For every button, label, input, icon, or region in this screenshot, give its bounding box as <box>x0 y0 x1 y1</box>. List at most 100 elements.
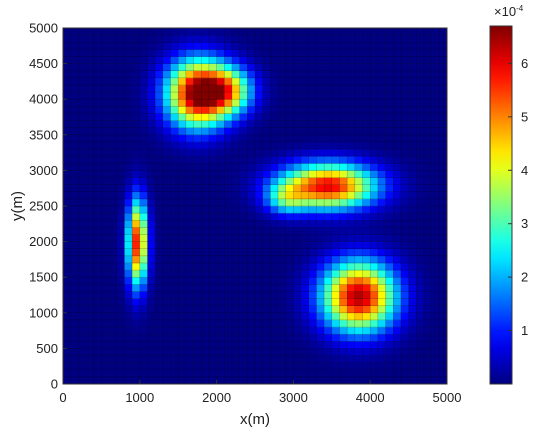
heatmap-cell <box>155 262 164 271</box>
heatmap-cell <box>208 149 217 157</box>
heatmap-cell <box>178 355 187 363</box>
heatmap-cell <box>362 113 371 121</box>
heatmap-cell <box>270 84 279 93</box>
heatmap-cell <box>354 191 363 200</box>
heatmap-cell <box>109 120 118 128</box>
heatmap-cell <box>78 49 87 57</box>
heatmap-cell <box>63 298 71 306</box>
heatmap-cell <box>393 77 402 86</box>
heatmap-cell <box>93 163 102 171</box>
heatmap-cell <box>316 262 325 271</box>
heatmap-cell <box>170 262 179 271</box>
x-tick-label: 3000 <box>279 390 308 405</box>
heatmap-cell <box>216 28 225 36</box>
heatmap-cell <box>423 63 432 72</box>
heatmap-cell <box>124 177 133 185</box>
heatmap-cell <box>400 305 409 314</box>
heatmap-cell <box>139 305 148 314</box>
heatmap-cell <box>239 163 248 171</box>
heatmap-cell <box>185 312 194 321</box>
heatmap-cell <box>86 49 95 57</box>
heatmap-cell <box>423 149 432 157</box>
heatmap-cell <box>370 163 379 171</box>
heatmap-cell <box>393 149 402 157</box>
heatmap-cell <box>408 113 417 121</box>
heatmap-cell <box>78 106 87 114</box>
heatmap-cell <box>185 134 194 143</box>
heatmap-cell <box>393 291 402 299</box>
heatmap-cell <box>278 355 287 363</box>
heatmap-cell <box>262 284 271 292</box>
heatmap-cell <box>416 319 425 328</box>
heatmap-cell <box>431 198 440 207</box>
heatmap-cell <box>109 348 118 356</box>
heatmap-cell <box>231 270 240 278</box>
heatmap-cell <box>377 99 386 107</box>
heatmap-cell <box>124 234 133 242</box>
heatmap-cell <box>231 213 240 221</box>
heatmap-cell <box>400 141 409 150</box>
heatmap-cell <box>393 49 402 57</box>
heatmap-cell <box>255 99 263 107</box>
heatmap-cell <box>331 28 340 36</box>
heatmap-cell <box>370 198 379 207</box>
heatmap-cell <box>109 312 118 321</box>
heatmap-cell <box>324 298 333 306</box>
heatmap-cell <box>185 341 194 349</box>
heatmap-cell <box>377 277 386 285</box>
heatmap-cell <box>132 191 141 200</box>
heatmap-cell <box>178 198 187 207</box>
heatmap-cell <box>155 355 164 363</box>
heatmap-cells <box>63 28 448 385</box>
heatmap-cell <box>400 106 409 114</box>
heatmap-cell <box>339 120 348 128</box>
heatmap-cell <box>316 277 325 285</box>
heatmap-cell <box>262 291 271 299</box>
heatmap-cell <box>239 348 248 356</box>
heatmap-cell <box>255 56 263 64</box>
heatmap-cell <box>347 156 356 164</box>
heatmap-cell <box>124 227 133 235</box>
heatmap-cell <box>393 35 402 43</box>
heatmap-cell <box>354 284 363 292</box>
heatmap-cell <box>155 341 164 349</box>
heatmap-cell <box>247 92 256 100</box>
heatmap-cell <box>109 184 118 193</box>
heatmap-cell <box>270 369 279 378</box>
heatmap-cell <box>185 220 194 228</box>
heatmap-cell <box>423 334 432 342</box>
heatmap-cell <box>416 191 425 200</box>
heatmap-cell <box>385 213 394 221</box>
heatmap-cell <box>155 348 164 356</box>
heatmap-cell <box>370 319 379 328</box>
heatmap-cell <box>408 327 417 335</box>
heatmap-cell <box>423 28 432 36</box>
heatmap-cell <box>239 99 248 107</box>
heatmap-cell <box>324 149 333 157</box>
heatmap-cell <box>354 77 363 86</box>
heatmap-cell <box>255 362 263 371</box>
heatmap-cell <box>377 106 386 114</box>
heatmap-cell <box>193 127 202 136</box>
heatmap-cell <box>239 369 248 378</box>
heatmap-cell <box>93 341 102 349</box>
heatmap-cell <box>362 291 371 299</box>
heatmap-cell <box>331 134 340 143</box>
heatmap-cell <box>423 376 432 385</box>
heatmap-cell <box>354 84 363 93</box>
heatmap-cell <box>63 334 71 342</box>
heatmap-cell <box>162 305 171 314</box>
heatmap-cell <box>385 163 394 171</box>
heatmap-cell <box>439 198 448 207</box>
heatmap-cell <box>78 220 87 228</box>
heatmap-cell <box>170 113 179 121</box>
heatmap-cell <box>423 277 432 285</box>
heatmap-cell <box>93 227 102 235</box>
heatmap-cell <box>139 319 148 328</box>
heatmap-cell <box>301 241 310 250</box>
heatmap-cell <box>162 35 171 43</box>
heatmap-cell <box>178 255 187 264</box>
heatmap-cell <box>339 106 348 114</box>
heatmap-cell <box>109 156 118 164</box>
heatmap-cell <box>416 113 425 121</box>
